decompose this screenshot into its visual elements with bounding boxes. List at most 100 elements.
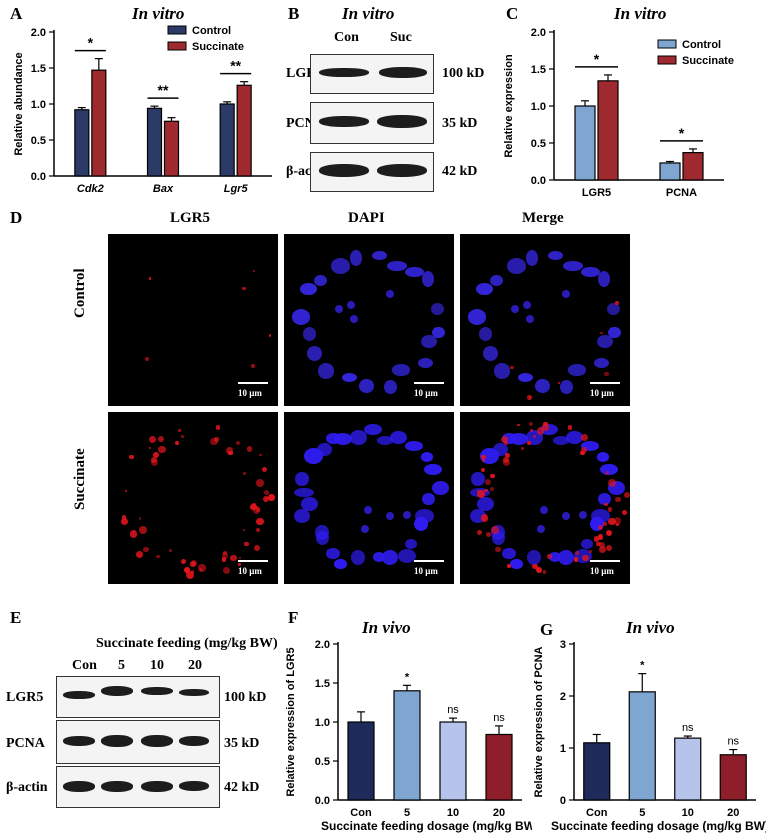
panel-label-b: B [288,4,300,23]
y-tick-label: 1.0 [31,99,46,111]
panel-label-c: C [506,4,519,23]
x-tick-label: LGR5 [582,187,611,199]
western-blot-e: Succinate feeding (mg/kg BW) Con 5 10 20… [6,626,290,836]
legend-swatch [657,39,677,49]
scale-bar-label: 10 μm [590,388,614,398]
chart-c: 0.0 0.5 1.0 1.5 2.0 Relative expression LGR5 * P… [503,27,734,199]
wb-b-kd-actin: 42 kD [442,164,478,179]
micrograph-succinate-merge: 10 μm [460,412,630,584]
scale-bar [238,560,268,562]
chart-g: 0 1 2 3 Relative expression of PCNA Succinate… [533,639,766,833]
x-tick-label: 10 [447,807,459,819]
significance-label: ** [230,58,241,74]
x-tick-label: 10 [682,807,694,819]
scale-bar [414,560,444,562]
significance-label: ns [447,704,459,716]
y-tick-label: 1.5 [531,64,546,76]
y-tick-label: 0.0 [531,175,546,187]
y-tick-label: 0.5 [531,138,546,150]
wb-e-strip-pcna [56,720,220,764]
panel-c-title: In vitro [614,4,667,23]
wb-e-row-lgr5: LGR5 [6,690,44,705]
panel-g-title: In vivo [626,618,675,637]
scale-bar [414,382,444,384]
significance-label: ns [682,722,694,734]
bar [236,84,252,177]
y-tick-label: 2.0 [31,27,46,39]
micrograph-succinate-dapi: 10 μm [284,412,454,584]
y-tick-label: 1 [560,743,566,755]
bar [574,105,596,181]
y-tick-label: 1.0 [531,101,546,113]
legend-swatch [167,25,187,35]
y-tick-label: 1.5 [31,63,46,75]
significance-label: ns [493,712,505,724]
panel-label-a: A [10,4,23,23]
bar [682,152,704,181]
micrograph-control-lgr5: 10 μm [108,234,278,406]
significance-label: * [88,35,94,51]
chart-f: 0.0 0.5 1.0 1.5 2.0 Relative expression of LG… [285,639,532,833]
bar [393,690,421,801]
x-axis-label: Succinate feeding dosage (mg/kg BW) [551,819,766,833]
y-axis-label: Relative expression of LGR5 [285,647,297,796]
legend-label: Succinate [682,55,734,67]
y-axis-label: Relative abundance [13,52,25,155]
y-tick-label: 3 [560,639,566,651]
bar [597,80,619,181]
bar [719,754,747,801]
significance-label: * [640,660,645,672]
micro-col-merge: Merge [522,210,564,226]
micro-col-lgr5: LGR5 [170,210,211,226]
x-tick-label: PCNA [666,187,697,199]
bar [219,103,235,177]
scale-bar [590,382,620,384]
significance-label: ** [158,82,169,98]
y-tick-label: 0.5 [31,135,46,147]
micrograph-control-dapi: 10 μm [284,234,454,406]
y-tick-label: 2.0 [531,27,546,39]
wb-e-row-actin: β-actin [6,780,48,795]
wb-e-col-20: 20 [188,658,202,673]
panel-f-title: In vivo [362,618,411,637]
bar [163,120,180,177]
x-tick-label: 5 [404,807,410,819]
scale-bar-label: 10 μm [414,566,438,576]
y-tick-label: 2.0 [315,639,330,651]
panel-a-title: In vitro [132,4,185,23]
wb-e-col-5: 5 [118,658,125,673]
wb-b-kd-lgr5: 100 kD [442,66,485,81]
bar [659,162,681,181]
scale-bar [238,382,268,384]
micrograph-succinate-lgr5: 10 μm [108,412,278,584]
y-tick-label: 0.5 [315,756,330,768]
x-axis-label: Succinate feeding dosage (mg/kg BW) [321,819,532,833]
bar [674,737,702,801]
x-tick-label: 5 [639,807,645,819]
panel-label-d: D [10,208,23,227]
wb-b-strip-actin [310,152,434,192]
bar [347,721,375,801]
x-tick-label: Con [586,807,608,819]
bar [91,69,107,177]
scale-bar-label: 10 μm [238,566,262,576]
wb-e-strip-actin [56,766,220,808]
x-tick-label: Con [350,807,372,819]
y-axis-label: Relative expression [503,54,515,158]
bar [485,733,513,801]
wb-b-kd-pcna: 35 kD [442,116,478,131]
bar [146,107,163,177]
bar [628,691,656,801]
panel-label-e: E [10,608,22,627]
y-tick-label: 0.0 [315,795,330,807]
legend-label: Succinate [192,41,244,53]
micro-row-succinate: Succinate [72,448,88,510]
chart-a: 0.0 0.5 1.0 1.5 2.0 Relative abundance Cdk2 * Ba… [13,25,272,195]
wb-e-kd-pcna: 35 kD [224,736,260,751]
x-tick-label: 20 [727,807,739,819]
legend-swatch [657,55,677,65]
western-blot-b: Con Suc LGR5 100 kD PCNA 35 kD β-actin 4… [286,22,500,202]
panel-label-g: G [540,620,554,639]
panel-label-f: F [288,608,299,627]
micro-col-dapi: DAPI [348,210,385,226]
